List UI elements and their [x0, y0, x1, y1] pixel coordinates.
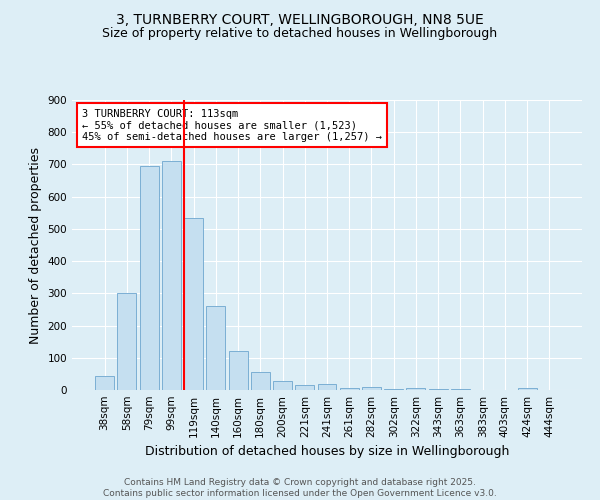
Bar: [384, 389, 403, 390]
Bar: [317, 384, 337, 390]
Text: Size of property relative to detached houses in Wellingborough: Size of property relative to detached ho…: [103, 28, 497, 40]
Bar: [406, 388, 425, 390]
Bar: [95, 376, 114, 390]
Bar: [118, 294, 136, 390]
Text: 3, TURNBERRY COURT, WELLINGBOROUGH, NN8 5UE: 3, TURNBERRY COURT, WELLINGBOROUGH, NN8 …: [116, 12, 484, 26]
Text: Contains HM Land Registry data © Crown copyright and database right 2025.
Contai: Contains HM Land Registry data © Crown c…: [103, 478, 497, 498]
Bar: [184, 218, 203, 390]
Bar: [451, 389, 470, 390]
Bar: [229, 352, 248, 390]
X-axis label: Distribution of detached houses by size in Wellingborough: Distribution of detached houses by size …: [145, 446, 509, 458]
Bar: [162, 161, 181, 390]
Y-axis label: Number of detached properties: Number of detached properties: [29, 146, 42, 344]
Bar: [251, 372, 270, 390]
Bar: [273, 382, 292, 390]
Bar: [206, 306, 225, 390]
Bar: [362, 388, 381, 390]
Text: 3 TURNBERRY COURT: 113sqm
← 55% of detached houses are smaller (1,523)
45% of se: 3 TURNBERRY COURT: 113sqm ← 55% of detac…: [82, 108, 382, 142]
Bar: [140, 166, 158, 390]
Bar: [295, 385, 314, 390]
Bar: [340, 388, 359, 390]
Bar: [518, 388, 536, 390]
